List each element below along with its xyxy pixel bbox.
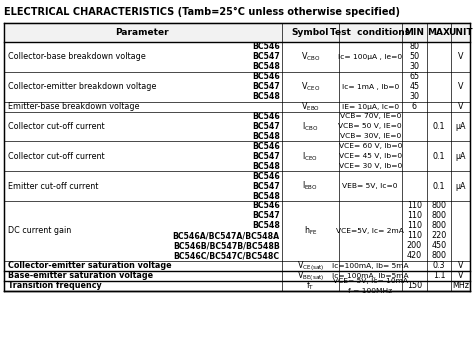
Text: BC547: BC547 — [252, 152, 280, 161]
Text: Parameter: Parameter — [115, 28, 169, 37]
Text: Collector cut-off current: Collector cut-off current — [8, 152, 104, 161]
Text: DC current gain: DC current gain — [8, 227, 71, 235]
Text: BC548: BC548 — [252, 62, 280, 71]
Text: 200: 200 — [407, 241, 422, 250]
Text: V$_\mathregular{CE(sat)}$: V$_\mathregular{CE(sat)}$ — [297, 259, 324, 273]
Text: VCE= 45 V, Ib=0: VCE= 45 V, Ib=0 — [338, 153, 402, 159]
Text: Emitter-base breakdown voltage: Emitter-base breakdown voltage — [8, 102, 139, 111]
Text: BC548: BC548 — [252, 92, 280, 101]
Text: BC548: BC548 — [252, 192, 280, 201]
Text: Ic= 1mA , Ib=0: Ic= 1mA , Ib=0 — [342, 84, 399, 90]
Text: 420: 420 — [407, 251, 422, 260]
Text: 220: 220 — [431, 231, 447, 240]
Text: V: V — [458, 261, 464, 270]
Text: MHz: MHz — [452, 281, 469, 290]
Text: V$_\mathregular{EBO}$: V$_\mathregular{EBO}$ — [301, 100, 320, 113]
Text: V$_\mathregular{CBO}$: V$_\mathregular{CBO}$ — [301, 51, 320, 63]
Text: BC547: BC547 — [252, 211, 280, 221]
Text: BC548: BC548 — [252, 221, 280, 230]
Text: BC547: BC547 — [252, 122, 280, 131]
Text: VCB= 50 V, IE=0: VCB= 50 V, IE=0 — [338, 124, 402, 129]
Text: μA: μA — [456, 122, 466, 131]
Text: 30: 30 — [409, 92, 419, 101]
Text: V$_\mathregular{BE(sat)}$: V$_\mathregular{BE(sat)}$ — [297, 269, 324, 283]
Text: 110: 110 — [407, 201, 422, 210]
Text: Transition frequency: Transition frequency — [8, 281, 101, 290]
Text: 0.1: 0.1 — [433, 122, 445, 131]
Text: BC546B/BC547B/BC548B: BC546B/BC547B/BC548B — [173, 241, 280, 250]
Text: V: V — [458, 102, 464, 111]
Text: BC546: BC546 — [252, 172, 280, 181]
Text: Collector cut-off current: Collector cut-off current — [8, 122, 104, 131]
Text: Test  conditions: Test conditions — [330, 28, 410, 37]
Text: BC546C/BC547C/BC548C: BC546C/BC547C/BC548C — [173, 251, 280, 260]
Text: 45: 45 — [409, 82, 419, 91]
Text: 65: 65 — [409, 72, 419, 81]
Text: VCB= 70V, IE=0: VCB= 70V, IE=0 — [339, 113, 401, 119]
Text: VCE= 30 V, Ib=0: VCE= 30 V, Ib=0 — [338, 163, 402, 169]
Text: 450: 450 — [431, 241, 447, 250]
Text: 800: 800 — [431, 211, 447, 221]
Text: 110: 110 — [407, 211, 422, 221]
Text: f$_\mathregular{T}$: f$_\mathregular{T}$ — [306, 279, 315, 292]
Text: 1.1: 1.1 — [433, 271, 445, 280]
Text: UNIT: UNIT — [448, 28, 473, 37]
Text: Ic= 100μA , Ie=0: Ic= 100μA , Ie=0 — [338, 54, 402, 60]
Text: I$_\mathregular{CEO}$: I$_\mathregular{CEO}$ — [302, 150, 319, 163]
Text: BC546: BC546 — [252, 142, 280, 151]
Text: IE= 10μA, Ic=0: IE= 10μA, Ic=0 — [342, 104, 399, 110]
Text: BC546: BC546 — [252, 112, 280, 121]
Text: BC546: BC546 — [252, 201, 280, 210]
Text: BC547: BC547 — [252, 52, 280, 61]
Text: μA: μA — [456, 152, 466, 161]
Text: h$_\mathregular{FE}$: h$_\mathregular{FE}$ — [304, 225, 317, 237]
Text: 800: 800 — [431, 221, 447, 230]
Text: MAX: MAX — [428, 28, 450, 37]
Text: BC547: BC547 — [252, 181, 280, 191]
Text: BC548: BC548 — [252, 132, 280, 141]
Text: 110: 110 — [407, 221, 422, 230]
Text: 0.1: 0.1 — [433, 181, 445, 191]
Bar — [4, 23, 470, 42]
Text: BC548: BC548 — [252, 162, 280, 171]
Text: Collector-base breakdown voltage: Collector-base breakdown voltage — [8, 52, 146, 61]
Text: V: V — [458, 82, 464, 91]
Text: BC547: BC547 — [252, 82, 280, 91]
Text: V: V — [458, 52, 464, 61]
Text: Collector-emitter saturation voltage: Collector-emitter saturation voltage — [8, 261, 171, 270]
Text: V: V — [458, 271, 464, 280]
Text: Emitter cut-off current: Emitter cut-off current — [8, 181, 98, 191]
Text: BC546: BC546 — [252, 42, 280, 51]
Text: Ic= 100mA, Ib=5mA: Ic= 100mA, Ib=5mA — [332, 273, 409, 279]
Text: ELECTRICAL CHARACTERISTICS (Tamb=25°C unless otherwise specified): ELECTRICAL CHARACTERISTICS (Tamb=25°C un… — [4, 7, 400, 17]
Text: MIN: MIN — [404, 28, 424, 37]
Text: BC546: BC546 — [252, 72, 280, 81]
Text: 30: 30 — [409, 62, 419, 71]
Text: 110: 110 — [407, 231, 422, 240]
Text: 800: 800 — [431, 251, 447, 260]
Text: I$_\mathregular{EBO}$: I$_\mathregular{EBO}$ — [302, 180, 319, 192]
Text: V$_\mathregular{CEO}$: V$_\mathregular{CEO}$ — [301, 80, 320, 93]
Text: μA: μA — [456, 181, 466, 191]
Text: VCB= 30V, IE=0: VCB= 30V, IE=0 — [339, 133, 401, 139]
Text: VCE= 60 V, Ib=0: VCE= 60 V, Ib=0 — [338, 143, 402, 149]
Text: Base-emitter saturation voltage: Base-emitter saturation voltage — [8, 271, 153, 280]
Text: VCE=5V, Ic= 2mA: VCE=5V, Ic= 2mA — [336, 228, 404, 234]
Text: 0.1: 0.1 — [433, 152, 445, 161]
Text: I$_\mathregular{CBO}$: I$_\mathregular{CBO}$ — [302, 120, 319, 133]
Text: Collector-emitter breakdown voltage: Collector-emitter breakdown voltage — [8, 82, 156, 91]
Text: Ic=100mA, Ib= 5mA: Ic=100mA, Ib= 5mA — [332, 263, 409, 269]
Bar — [4, 23, 470, 291]
Text: Symbol: Symbol — [292, 28, 329, 37]
Text: VEB= 5V, Ic=0: VEB= 5V, Ic=0 — [342, 183, 398, 189]
Text: 50: 50 — [409, 52, 419, 61]
Text: 80: 80 — [409, 42, 419, 51]
Text: 150: 150 — [407, 281, 422, 290]
Text: 6: 6 — [412, 102, 417, 111]
Text: BC546A/BC547A/BC548A: BC546A/BC547A/BC548A — [173, 231, 280, 240]
Text: 800: 800 — [431, 201, 447, 210]
Text: 0.3: 0.3 — [433, 261, 445, 270]
Text: f = 100MHz: f = 100MHz — [348, 288, 392, 294]
Text: VCE= 5V, Ic= 10mA: VCE= 5V, Ic= 10mA — [333, 277, 408, 284]
